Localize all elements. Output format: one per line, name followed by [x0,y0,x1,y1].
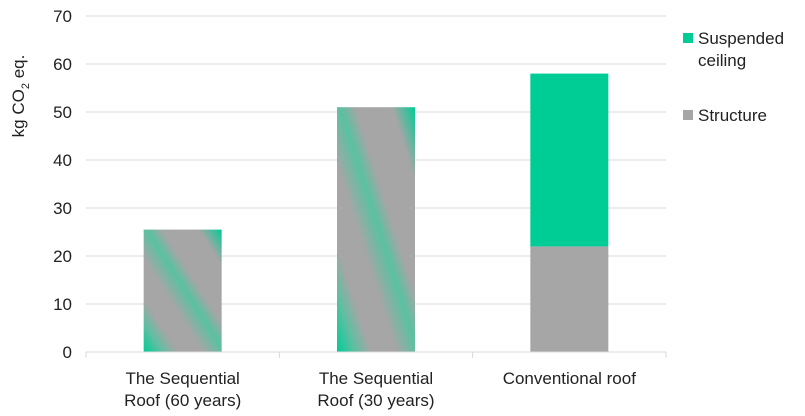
bar-structure [143,229,222,352]
y-tick-label: 40 [53,151,72,170]
legend-swatch [683,110,693,120]
x-axis [85,351,667,358]
x-category-label-line: Roof (60 years) [124,391,241,410]
x-axis-labels: The Sequential Roof (60 years)The Sequent… [124,369,636,410]
x-category-label-line: The Sequential [125,369,239,388]
y-tick-label: 10 [53,295,72,314]
y-tick-label: 60 [53,55,72,74]
y-tick-label: 50 [53,103,72,122]
x-category-label: The Sequential Roof (30 years) [317,369,434,410]
legend-label-line: ceiling [698,51,746,70]
x-category-label-line: The Sequential [319,369,433,388]
legend-label: Structure [698,106,767,125]
legend-label: Suspended ceiling [698,29,784,70]
x-category-label-line: Roof (30 years) [317,391,434,410]
legend-swatch [683,33,693,43]
y-tick-label: 20 [53,247,72,266]
y-axis-ticks: 0 10 20 30 40 50 60 70 [53,7,72,362]
x-category-label: The Sequential Roof (60 years) [124,369,241,410]
legend-label-line: Structure [698,106,767,125]
bar-suspended-ceiling [530,73,609,247]
legend-label-line: Suspended [698,29,784,48]
x-category-label-line: Conventional roof [503,369,637,388]
bars [143,73,609,352]
y-tick-label: 0 [63,343,72,362]
x-category-label: Conventional roof [503,369,637,388]
y-tick-label: 70 [53,7,72,26]
y-axis-label: kg CO2 eq. [9,55,32,138]
y-axis-label-suffix: eq. [9,55,28,83]
y-axis-label-subscript: 2 [20,83,32,89]
y-tick-label: 30 [53,199,72,218]
legend: Suspended ceiling Structure [683,29,784,125]
bar-structure [337,107,415,352]
bar-structure [530,246,609,352]
y-axis-label-main: kg CO [9,89,28,137]
